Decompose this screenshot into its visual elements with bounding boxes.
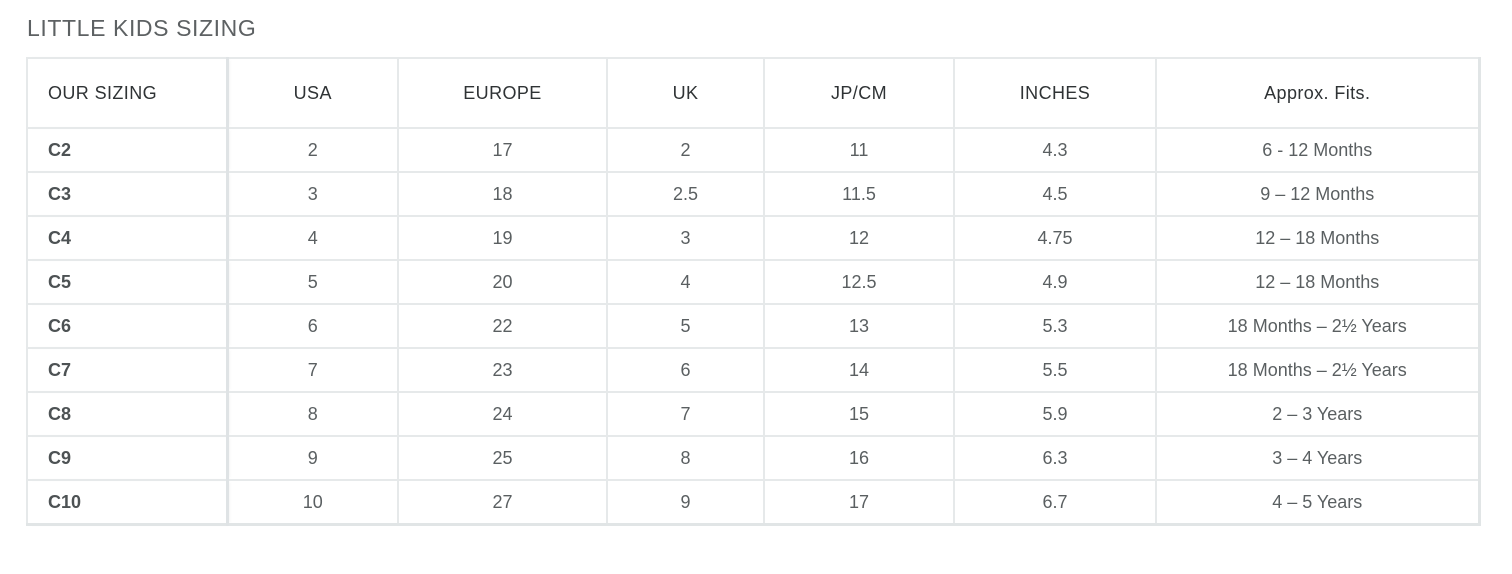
cell-jp-cm: 11 [763, 127, 955, 173]
cell-uk: 9 [606, 479, 765, 526]
cell-usa: 7 [226, 347, 399, 393]
column-header-uk: UK [606, 57, 765, 129]
cell-uk: 3 [606, 215, 765, 261]
cell-europe: 22 [397, 303, 608, 349]
cell-our-sizing: C6 [26, 303, 229, 349]
cell-approx-fits: 9 – 12 Months [1155, 171, 1481, 217]
table-row: C10 10 27 9 17 6.7 4 – 5 Years [26, 479, 1481, 526]
cell-usa: 3 [226, 171, 399, 217]
cell-uk: 8 [606, 435, 765, 481]
cell-inches: 4.75 [953, 215, 1157, 261]
cell-approx-fits: 12 – 18 Months [1155, 215, 1481, 261]
cell-usa: 6 [226, 303, 399, 349]
cell-uk: 2 [606, 127, 765, 173]
cell-our-sizing: C5 [26, 259, 229, 305]
column-header-jp-cm: JP/CM [763, 57, 955, 129]
column-header-usa: USA [226, 57, 399, 129]
table-row: C4 4 19 3 12 4.75 12 – 18 Months [26, 215, 1481, 261]
sizing-table: OUR SIZING USA EUROPE UK JP/CM INCHES Ap… [26, 57, 1481, 526]
cell-europe: 27 [397, 479, 608, 526]
cell-inches: 5.9 [953, 391, 1157, 437]
table-row: C7 7 23 6 14 5.5 18 Months – 2½ Years [26, 347, 1481, 393]
cell-our-sizing: C8 [26, 391, 229, 437]
cell-approx-fits: 6 - 12 Months [1155, 127, 1481, 173]
cell-inches: 4.9 [953, 259, 1157, 305]
cell-uk: 4 [606, 259, 765, 305]
cell-our-sizing: C3 [26, 171, 229, 217]
cell-approx-fits: 18 Months – 2½ Years [1155, 303, 1481, 349]
cell-usa: 9 [226, 435, 399, 481]
cell-usa: 10 [226, 479, 399, 526]
cell-our-sizing: C7 [26, 347, 229, 393]
cell-usa: 5 [226, 259, 399, 305]
column-header-approx-fits: Approx. Fits. [1155, 57, 1481, 129]
cell-uk: 2.5 [606, 171, 765, 217]
sizing-table-container: OUR SIZING USA EUROPE UK JP/CM INCHES Ap… [26, 57, 1481, 526]
cell-approx-fits: 12 – 18 Months [1155, 259, 1481, 305]
cell-jp-cm: 14 [763, 347, 955, 393]
table-row: C2 2 17 2 11 4.3 6 - 12 Months [26, 127, 1481, 173]
cell-europe: 20 [397, 259, 608, 305]
table-row: C9 9 25 8 16 6.3 3 – 4 Years [26, 435, 1481, 481]
cell-europe: 24 [397, 391, 608, 437]
cell-jp-cm: 12 [763, 215, 955, 261]
table-header-row: OUR SIZING USA EUROPE UK JP/CM INCHES Ap… [26, 57, 1481, 129]
cell-our-sizing: C10 [26, 479, 229, 526]
cell-europe: 23 [397, 347, 608, 393]
cell-jp-cm: 13 [763, 303, 955, 349]
cell-usa: 4 [226, 215, 399, 261]
cell-uk: 5 [606, 303, 765, 349]
column-header-europe: EUROPE [397, 57, 608, 129]
table-row: C5 5 20 4 12.5 4.9 12 – 18 Months [26, 259, 1481, 305]
column-header-inches: INCHES [953, 57, 1157, 129]
cell-europe: 19 [397, 215, 608, 261]
table-row: C8 8 24 7 15 5.9 2 – 3 Years [26, 391, 1481, 437]
cell-uk: 7 [606, 391, 765, 437]
cell-inches: 6.7 [953, 479, 1157, 526]
cell-our-sizing: C4 [26, 215, 229, 261]
column-header-our-sizing: OUR SIZING [26, 57, 229, 129]
cell-inches: 4.5 [953, 171, 1157, 217]
cell-europe: 18 [397, 171, 608, 217]
cell-approx-fits: 3 – 4 Years [1155, 435, 1481, 481]
cell-jp-cm: 11.5 [763, 171, 955, 217]
cell-uk: 6 [606, 347, 765, 393]
cell-our-sizing: C2 [26, 127, 229, 173]
page-title: LITTLE KIDS SIZING [27, 15, 257, 41]
cell-jp-cm: 15 [763, 391, 955, 437]
cell-jp-cm: 17 [763, 479, 955, 526]
cell-inches: 5.5 [953, 347, 1157, 393]
cell-inches: 4.3 [953, 127, 1157, 173]
table-row: C3 3 18 2.5 11.5 4.5 9 – 12 Months [26, 171, 1481, 217]
cell-inches: 5.3 [953, 303, 1157, 349]
cell-jp-cm: 16 [763, 435, 955, 481]
cell-jp-cm: 12.5 [763, 259, 955, 305]
cell-approx-fits: 2 – 3 Years [1155, 391, 1481, 437]
table-row: C6 6 22 5 13 5.3 18 Months – 2½ Years [26, 303, 1481, 349]
cell-approx-fits: 18 Months – 2½ Years [1155, 347, 1481, 393]
cell-inches: 6.3 [953, 435, 1157, 481]
cell-our-sizing: C9 [26, 435, 229, 481]
cell-usa: 2 [226, 127, 399, 173]
cell-europe: 17 [397, 127, 608, 173]
cell-europe: 25 [397, 435, 608, 481]
cell-usa: 8 [226, 391, 399, 437]
cell-approx-fits: 4 – 5 Years [1155, 479, 1481, 526]
